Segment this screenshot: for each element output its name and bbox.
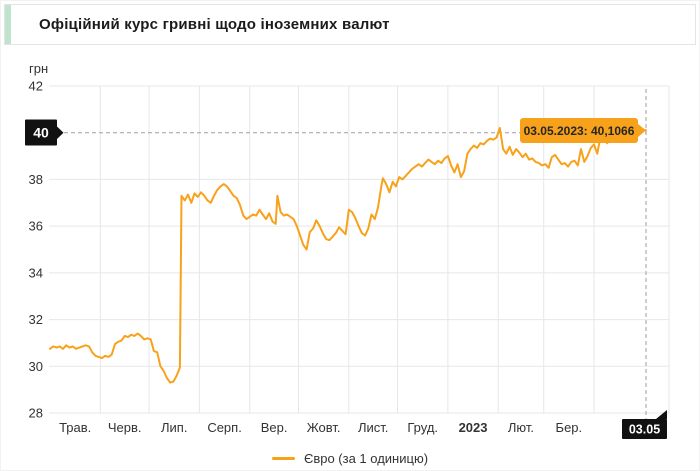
rate-tooltip: 03.05.2023: 40,1066 — [520, 118, 646, 143]
x-tick-label: Лют. — [508, 420, 534, 435]
y-callout-value: 40 — [33, 125, 49, 141]
y-axis-ticks: 42 38 36 34 32 30 28 — [29, 79, 43, 421]
gridlines — [49, 85, 670, 414]
x-tick-label: 2023 — [459, 420, 488, 435]
x-tick-label: Лист. — [358, 420, 388, 435]
tooltip-arrow-icon — [638, 124, 646, 137]
x-tick-label: Груд. — [407, 420, 438, 435]
y-tick-label: 32 — [29, 312, 43, 327]
tooltip-box — [520, 118, 638, 143]
x-tick-label: Трав. — [59, 420, 91, 435]
tooltip-label: 03.05.2023: 40,1066 — [524, 124, 635, 138]
y-axis-unit-label: грн — [29, 61, 48, 76]
y-tick-label: 42 — [29, 79, 43, 94]
x-tick-label: Черв. — [108, 420, 142, 435]
x-axis-ticks: Трав. Черв. Лип. Серп. Вер. Жовт. Лист. Груд. 20… — [59, 420, 582, 435]
y-tick-label: 38 — [29, 172, 43, 187]
x-tick-label: Лип. — [161, 420, 187, 435]
x-tick-label: Бер. — [556, 420, 583, 435]
legend-line-swatch — [271, 456, 295, 460]
title-bar: Офіційний курс гривні щодо іноземних вал… — [4, 4, 696, 45]
y-tick-label: 28 — [29, 406, 43, 421]
title-accent-bar — [5, 5, 11, 44]
page-title: Офіційний курс гривні щодо іноземних вал… — [39, 16, 390, 33]
y-axis-callout-40: 40 — [25, 119, 64, 146]
x-callout-value: 03.05 — [629, 423, 660, 437]
x-tick-label: Жовт. — [307, 420, 341, 435]
x-axis-callout-date: 03.05 — [622, 410, 667, 439]
euro-rate-line[interactable] — [49, 127, 647, 384]
y-tick-label: 34 — [29, 265, 43, 280]
y-tick-label: 30 — [29, 359, 43, 374]
x-tick-label: Серп. — [207, 420, 242, 435]
legend-label[interactable]: Євро (за 1 одиницю) — [303, 450, 429, 466]
chart-legend: Євро (за 1 одиницю) — [1, 449, 699, 467]
y-tick-label: 36 — [29, 219, 43, 234]
x-tick-label: Вер. — [261, 420, 288, 435]
